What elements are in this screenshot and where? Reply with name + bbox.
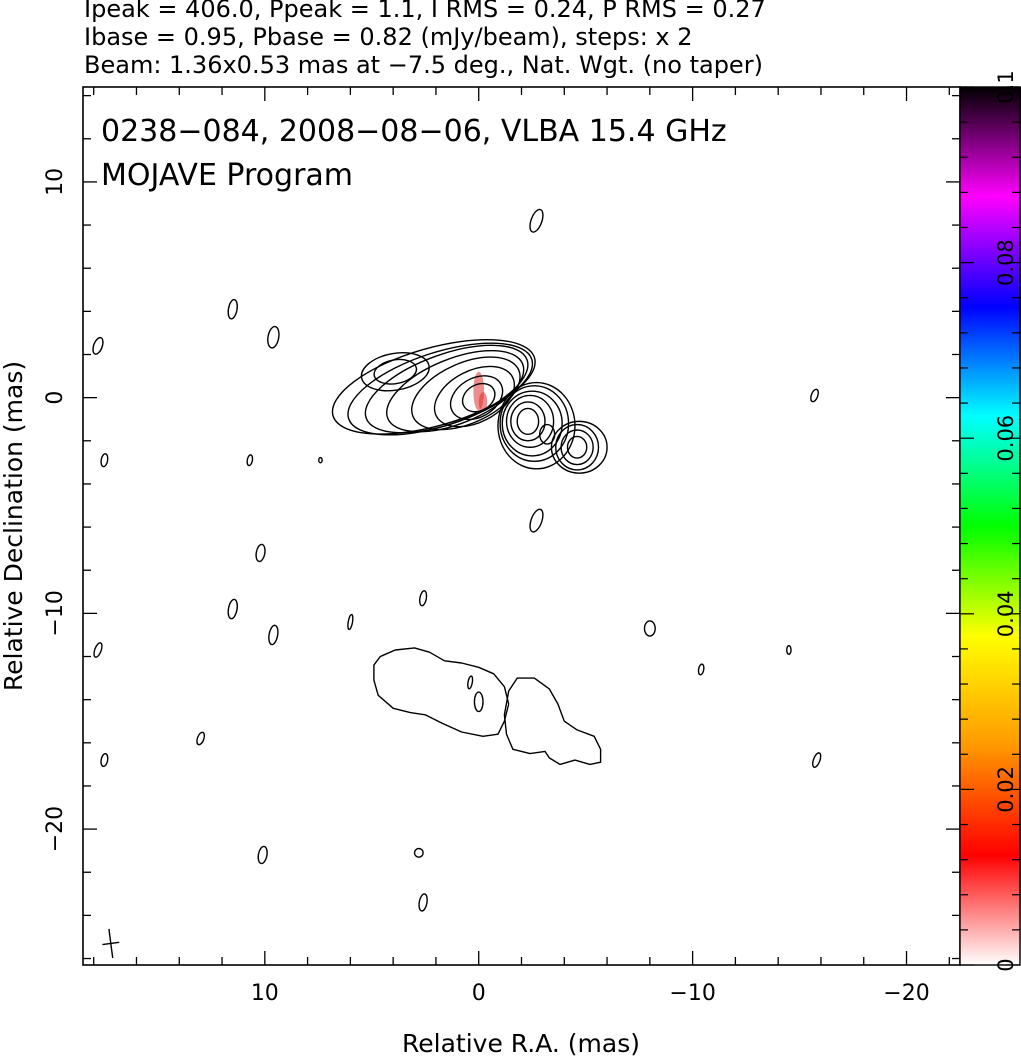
y-tick-label: 10 xyxy=(43,168,68,196)
header-line-2: Ibase = 0.95, Pbase = 0.82 (mJy/beam), s… xyxy=(84,23,693,51)
jet-contour xyxy=(510,401,546,442)
source-annotation: 0238−084, 2008−08−06, VLBA 15.4 GHz xyxy=(101,114,727,149)
colorbar-tick-label: 0.06 xyxy=(994,415,1018,462)
colorbar-tick-label: 0.1 xyxy=(994,70,1018,103)
jet-contour xyxy=(411,356,521,431)
jet-contour xyxy=(364,344,529,434)
noise-contour xyxy=(268,624,279,646)
noise-contour xyxy=(786,645,792,656)
jet-contour xyxy=(360,352,430,392)
plot-frame xyxy=(82,86,961,966)
colorbar-tick-label: 0 xyxy=(994,958,1018,971)
y-tick-label: −10 xyxy=(43,590,68,636)
x-tick-label: 0 xyxy=(472,981,486,1006)
noise-contour xyxy=(810,388,819,403)
jet-contour xyxy=(555,423,600,471)
noise-contour xyxy=(267,325,280,349)
noise-contour xyxy=(529,508,544,533)
jet-contour xyxy=(550,420,608,474)
noise-contour xyxy=(196,731,206,746)
x-tick-label: 10 xyxy=(251,981,279,1006)
noise-contour xyxy=(643,620,656,637)
polarization-blob xyxy=(478,392,488,412)
colorbar-fill xyxy=(960,87,1021,965)
noise-contour xyxy=(473,691,484,713)
colorbar-ticks: 0 0.02 0.04 0.06 0.08 0.1 xyxy=(960,70,1020,972)
beam-minor-axis xyxy=(102,941,120,946)
jet-contour xyxy=(385,349,525,433)
colorbar: 0 0.02 0.04 0.06 0.08 0.1 xyxy=(959,70,1021,972)
x-ticks: 10 0 −10 −20 xyxy=(93,87,950,1006)
noise-contour xyxy=(255,543,266,563)
colorbar-tick-label: 0.08 xyxy=(994,239,1018,286)
noise-contour xyxy=(529,208,544,233)
colorbar-tick-label: 0.02 xyxy=(994,766,1018,813)
noise-contour xyxy=(227,598,238,620)
jet-contour xyxy=(331,338,536,435)
noise-contour xyxy=(246,454,254,467)
polarization-outline xyxy=(503,677,602,766)
polarization-outline xyxy=(373,647,510,737)
x-axis-label: Relative R.A. (mas) xyxy=(402,1029,640,1058)
jet-contour xyxy=(449,375,504,421)
noise-contour xyxy=(92,336,104,355)
jet-contour xyxy=(497,381,576,470)
noise-contour xyxy=(100,752,109,768)
noise-contour xyxy=(257,845,268,865)
noise-contour xyxy=(467,675,474,690)
noise-contour xyxy=(227,298,238,320)
noise-contour xyxy=(347,613,354,631)
jet-contour xyxy=(501,390,563,457)
colorbar-frame xyxy=(959,86,1021,966)
y-axis-label: Relative Declination (mas) xyxy=(0,361,28,691)
jet-contour xyxy=(516,407,540,436)
noise-contour xyxy=(318,456,323,464)
y-tick-label: −20 xyxy=(43,806,68,852)
noise-contour xyxy=(418,893,428,912)
noise-contour xyxy=(413,847,424,858)
y-ticks: 10 0 −10 −20 xyxy=(43,94,960,960)
noise-contour xyxy=(93,642,103,658)
noise-contour xyxy=(418,590,428,607)
jet-contour xyxy=(347,342,534,436)
x-tick-label: −20 xyxy=(883,981,929,1006)
plot-area: 10 0 −10 −20 10 0 −10 −20 xyxy=(43,86,961,1006)
x-tick-label: −10 xyxy=(669,981,715,1006)
header-line-3: Beam: 1.36x0.53 mas at −7.5 deg., Nat. W… xyxy=(84,51,763,79)
colorbar-tick-label: 0.04 xyxy=(994,590,1018,637)
program-annotation: MOJAVE Program xyxy=(101,158,353,193)
noise-contour xyxy=(697,663,705,676)
noise-contour xyxy=(812,752,822,768)
jet-contour xyxy=(560,429,594,466)
jet-contour xyxy=(373,358,418,385)
jet-contour xyxy=(566,435,588,459)
header-line-1: Ipeak = 406.0, Ppeak = 1.1, I RMS = 0.24… xyxy=(84,0,766,23)
y-tick-label: 0 xyxy=(43,391,68,405)
jet-contour xyxy=(433,365,516,428)
contour-layer xyxy=(92,208,822,959)
noise-contour xyxy=(100,453,109,468)
jet-contour xyxy=(505,394,555,448)
